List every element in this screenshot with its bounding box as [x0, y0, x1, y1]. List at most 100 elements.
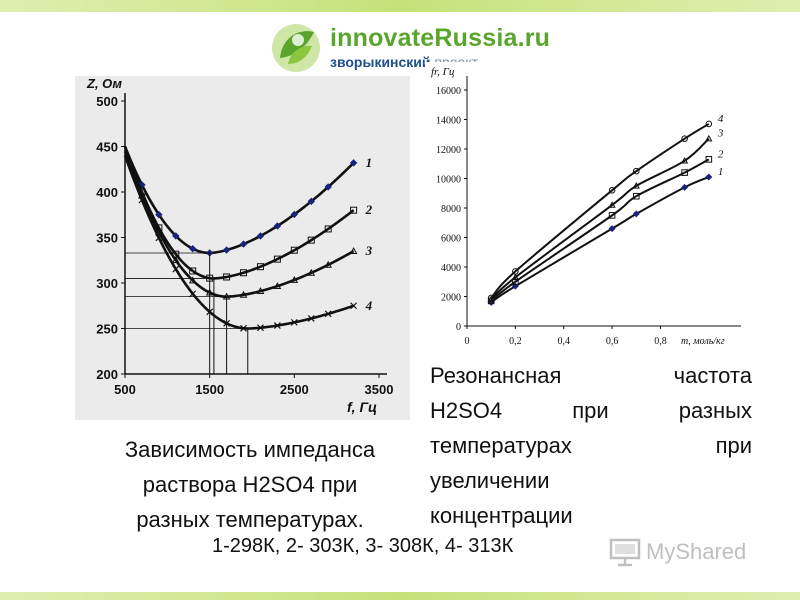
y-tick-label: 450	[96, 140, 118, 155]
triangle-marker	[324, 260, 333, 268]
y-tick-label: 350	[96, 231, 118, 246]
right-caption-line: концентрации	[430, 503, 573, 528]
y-tick-label: 400	[96, 185, 118, 200]
y-tick-label: 2000	[441, 293, 461, 304]
y-axis-title: Z, Ом	[86, 76, 122, 91]
series-curve	[123, 146, 355, 280]
myshared-watermark: MyShared	[608, 534, 778, 570]
diamond-marker	[349, 159, 358, 167]
triangle-marker	[705, 134, 713, 142]
series-label: 2	[365, 202, 373, 217]
diamond-marker	[608, 225, 616, 233]
watermark-text: MyShared	[646, 539, 747, 564]
square-marker	[240, 269, 248, 277]
right-caption-line: H2SO4 при разных	[430, 398, 752, 423]
triangle-marker	[487, 295, 495, 303]
circle-marker	[681, 135, 688, 142]
series-curve	[123, 150, 355, 298]
square-marker	[632, 192, 640, 200]
diamond-marker	[307, 197, 315, 206]
x-tick-label: 3500	[365, 382, 394, 397]
right-caption-line: увеличении	[430, 468, 550, 493]
square-marker	[350, 206, 358, 214]
diamond-marker	[705, 173, 713, 181]
bottom-decor-bar	[0, 592, 800, 600]
y-tick-label: 16000	[436, 86, 461, 97]
cross-marker	[307, 315, 315, 322]
y-tick-label: 10000	[436, 175, 461, 186]
logo-title: innovateRussia.ru	[330, 24, 551, 52]
cross-marker	[273, 322, 281, 329]
cross-marker	[155, 234, 163, 242]
y-tick-label: 200	[96, 367, 118, 382]
triangle-marker	[205, 288, 214, 296]
square-marker	[705, 156, 713, 163]
x-tick-label: 0,2	[509, 336, 522, 347]
logo-subtitle-bold: зворыкинский	[330, 54, 431, 70]
series-label: 4	[718, 113, 724, 125]
y-tick-label: 12000	[436, 145, 461, 156]
series-curve	[123, 146, 355, 255]
square-marker	[256, 263, 264, 271]
x-tick-label: 500	[114, 382, 136, 397]
circle-marker	[608, 187, 616, 194]
diamond-marker	[256, 232, 265, 240]
y-tick-label: 300	[96, 276, 118, 291]
cross-marker	[350, 302, 358, 310]
x-tick-label: 0,6	[606, 336, 619, 347]
y-tick-label: 6000	[441, 234, 461, 245]
y-axis-title: fr, Гц	[431, 66, 455, 78]
impedance-chart: 200 250 300 350 400 450 500 500 1500 2500 3500 Z, О…	[86, 76, 394, 415]
triangle-marker	[632, 182, 640, 189]
cross-marker	[290, 318, 298, 326]
series-curve	[490, 123, 710, 299]
diamond-marker	[222, 246, 231, 254]
triangle-marker	[307, 268, 316, 276]
triangle-marker	[511, 273, 520, 281]
diamond-marker	[189, 245, 197, 253]
right-caption: Резонансная частота H2SO4 при разных тем…	[430, 358, 752, 533]
cross-marker	[223, 319, 231, 327]
square-marker	[681, 169, 688, 176]
square-marker	[223, 273, 231, 281]
diamond-marker	[172, 232, 180, 240]
y-tick-label: 8000	[441, 204, 461, 215]
triangle-marker	[171, 256, 180, 264]
triangle-marker	[290, 275, 299, 283]
square-marker	[324, 225, 332, 233]
series-label: 3	[717, 128, 724, 140]
impedance-chart-panel: 200 250 300 350 400 450 500 500 1500 2500 3500 Z, О…	[75, 76, 410, 420]
triangle-marker	[239, 290, 248, 298]
square-marker	[273, 255, 281, 263]
frequency-chart: 0 2000 4000 6000 8000 10000 12000 14000 16000 0 0,…	[431, 66, 741, 347]
left-caption-line: Зависимость импеданса	[124, 437, 376, 462]
circle-marker	[512, 268, 519, 275]
triangle-marker	[680, 156, 689, 164]
series-label: 3	[365, 243, 373, 258]
y-tick-label: 0	[456, 322, 461, 333]
diamond-marker	[290, 210, 299, 219]
triangle-marker	[273, 282, 282, 290]
square-marker	[307, 236, 315, 244]
x-tick-label: 0,8	[654, 336, 667, 347]
series-label: 1	[366, 155, 373, 170]
triangle-marker	[349, 247, 358, 255]
diamond-marker	[632, 210, 640, 218]
x-axis-title: f, Гц	[347, 399, 377, 415]
cross-marker	[172, 265, 180, 273]
right-caption-line: температурах при	[430, 433, 752, 458]
circle-marker	[632, 167, 640, 175]
x-tick-label: 1500	[195, 382, 224, 397]
series-curve	[490, 158, 710, 302]
series-curve	[490, 176, 710, 304]
cross-marker	[189, 290, 197, 298]
diamond-marker	[239, 240, 248, 248]
x-tick-label: 0,4	[557, 336, 570, 347]
y-tick-label: 250	[96, 322, 118, 337]
triangle-marker	[608, 201, 616, 208]
series-label: 1	[718, 166, 724, 178]
x-axis-title: m, моль/кг	[681, 336, 725, 347]
series-label: 4	[365, 298, 373, 313]
top-decor-bar	[0, 0, 800, 12]
cross-marker	[138, 196, 146, 204]
